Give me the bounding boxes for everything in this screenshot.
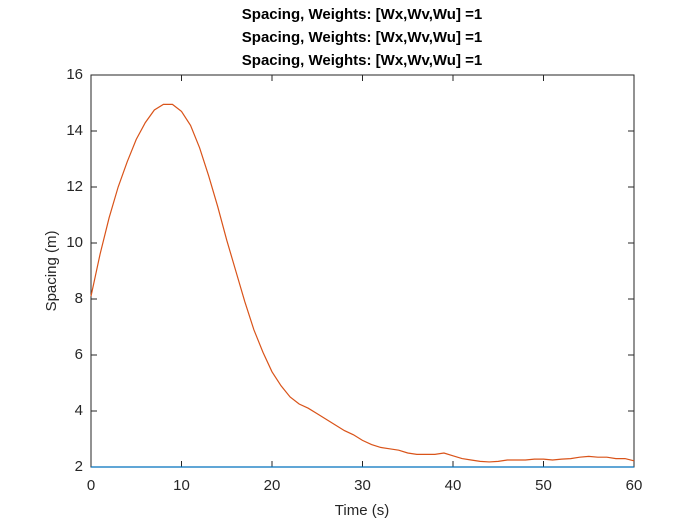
x-tick-label: 50 — [535, 477, 552, 494]
chart-title: Spacing, Weights: [Wx,Wv,Wu] =1 — [242, 29, 482, 46]
x-tick-label: 60 — [626, 477, 643, 494]
y-tick-label: 6 — [75, 346, 83, 363]
y-axis-label: Spacing (m) — [43, 231, 60, 312]
x-tick-label: 0 — [87, 477, 95, 494]
y-tick-label: 8 — [75, 290, 83, 307]
x-tick-label: 30 — [354, 477, 371, 494]
y-tick-label: 12 — [66, 178, 83, 195]
y-tick-label: 4 — [75, 402, 83, 419]
x-tick-label: 10 — [173, 477, 190, 494]
x-tick-label: 20 — [264, 477, 281, 494]
y-tick-label: 10 — [66, 234, 83, 251]
x-axis-label: Time (s) — [335, 502, 389, 519]
y-tick-label: 14 — [66, 122, 83, 139]
y-tick-label: 16 — [66, 66, 83, 83]
chart-title: Spacing, Weights: [Wx,Wv,Wu] =1 — [242, 52, 482, 69]
x-tick-label: 40 — [445, 477, 462, 494]
data-line — [90, 103, 635, 463]
chart-title: Spacing, Weights: [Wx,Wv,Wu] =1 — [242, 6, 482, 23]
y-tick-label: 2 — [75, 458, 83, 475]
